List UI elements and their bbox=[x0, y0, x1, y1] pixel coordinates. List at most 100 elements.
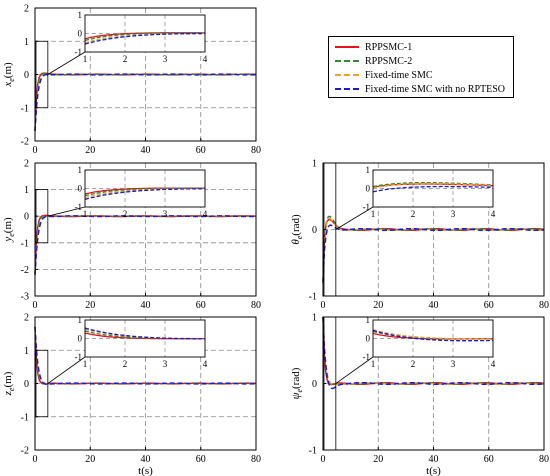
inset-y-tick-label: -1 bbox=[75, 352, 83, 362]
y-tick-label: -1 bbox=[21, 412, 29, 423]
legend-swatch bbox=[335, 46, 359, 48]
y-tick-label: -1 bbox=[21, 238, 29, 249]
x-tick-label: 20 bbox=[85, 145, 95, 156]
inset-x-tick-label: 4 bbox=[491, 359, 496, 369]
zoom-connector bbox=[335, 356, 374, 384]
inset-frame bbox=[372, 319, 494, 358]
inset-y-tick-label: -1 bbox=[75, 202, 83, 212]
x-tick-label: 40 bbox=[141, 454, 151, 465]
inset-frame bbox=[84, 169, 206, 208]
x-tick-label: 0 bbox=[321, 454, 326, 465]
inset-ze: 1 2 3 4 -1 0 1 bbox=[75, 315, 208, 369]
series-line bbox=[322, 215, 545, 283]
x-tick-label: 20 bbox=[373, 300, 383, 311]
x-tick-label: 80 bbox=[539, 300, 549, 311]
inset-x-tick-label: 4 bbox=[203, 209, 208, 219]
inset-x-tick-label: 3 bbox=[451, 209, 456, 219]
inset-x-tick-label: 2 bbox=[411, 359, 416, 369]
chart-ye: 0 20 40 60 80 -3 -2 -1 0 1 2 ye(m) 1 2 3 4 -1 0 1 bbox=[2, 159, 261, 312]
x-tick-label: 80 bbox=[251, 145, 261, 156]
inset-xe: 1 2 3 4 -1 0 1 bbox=[75, 10, 208, 64]
y-tick-label: 1 bbox=[24, 346, 29, 357]
y-tick-label: 1 bbox=[24, 185, 29, 196]
chart-theta: 0 20 40 60 80 -1 0 1 θe(rad) 1 2 3 4 -1 0 1 bbox=[290, 159, 549, 312]
y-tick-label: 0 bbox=[312, 225, 317, 236]
y-tick-label: 1 bbox=[24, 37, 29, 48]
inset-ye: 1 2 3 4 -1 0 1 bbox=[75, 165, 208, 219]
x-tick-label: 0 bbox=[33, 454, 38, 465]
inset-series-line bbox=[84, 187, 205, 197]
legend-swatch bbox=[335, 74, 359, 76]
y-tick-label: -1 bbox=[309, 292, 317, 303]
inset-series-line bbox=[84, 188, 205, 201]
inset-y-tick-label: -1 bbox=[75, 47, 83, 57]
y-tick-label: -2 bbox=[21, 265, 29, 276]
x-tick-label: 40 bbox=[141, 300, 151, 311]
legend-swatch bbox=[335, 88, 359, 90]
inset-x-tick-label: 4 bbox=[203, 54, 208, 64]
y-tick-label: -2 bbox=[21, 137, 29, 148]
y-tick-label: 1 bbox=[312, 159, 317, 170]
inset-y-tick-label: 0 bbox=[78, 29, 83, 39]
x-tick-label: 0 bbox=[33, 145, 38, 156]
inset-x-tick-label: 1 bbox=[83, 209, 88, 219]
x-axis-label: t(s) bbox=[138, 465, 153, 476]
legend: RPPSMC-1 RPPSMC-2 Fixed-time SMC Fixed-time… bbox=[328, 36, 514, 98]
x-tick-label: 0 bbox=[33, 300, 38, 311]
x-tick-label: 80 bbox=[251, 300, 261, 311]
x-tick-label: 60 bbox=[484, 454, 494, 465]
y-tick-label: -2 bbox=[21, 446, 29, 457]
legend-entry: RPPSMC-1 bbox=[329, 40, 513, 54]
y-axis-label: xe(m) bbox=[2, 62, 16, 88]
inset-y-tick-label: 0 bbox=[366, 184, 371, 194]
legend-label: Fixed-time SMC with no RPTESO bbox=[365, 83, 506, 95]
inset-x-tick-label: 1 bbox=[83, 54, 88, 64]
inset-series-line bbox=[372, 181, 494, 188]
chart-ze: 0 20 40 60 80 -2 -1 0 1 2 ze(m) t(s) 1 2 3 4 -1 0 1 bbox=[2, 313, 261, 476]
inset-series-line bbox=[372, 329, 493, 342]
y-axis-label: θe(rad) bbox=[290, 214, 304, 245]
inset-y-tick-label: 0 bbox=[78, 184, 83, 194]
y-axis-label: ψe(rad) bbox=[290, 367, 304, 399]
zoom-connector bbox=[335, 206, 374, 230]
series-line bbox=[34, 326, 256, 385]
inset-y-tick-label: 1 bbox=[366, 315, 371, 325]
x-tick-label: 40 bbox=[141, 145, 151, 156]
y-tick-label: 2 bbox=[24, 313, 29, 324]
inset-x-tick-label: 1 bbox=[371, 359, 376, 369]
series-line bbox=[34, 73, 256, 132]
chart-xe: 0 20 40 60 80 -2 -1 0 1 2 xe(m) 1 2 3 4 -1 0 1 bbox=[2, 4, 261, 157]
x-tick-label: 60 bbox=[484, 300, 494, 311]
inset-y-tick-label: 1 bbox=[78, 10, 83, 20]
inset-x-tick-label: 1 bbox=[83, 359, 88, 369]
x-tick-label: 60 bbox=[196, 145, 206, 156]
y-tick-label: 0 bbox=[312, 379, 317, 390]
zoom-box bbox=[35, 189, 49, 244]
legend-entry: Fixed-time SMC with no RPTESO bbox=[329, 82, 513, 96]
inset-series-line bbox=[84, 32, 205, 45]
inset-series-line bbox=[372, 185, 493, 193]
inset-x-tick-label: 4 bbox=[203, 359, 208, 369]
inset-x-tick-label: 2 bbox=[123, 359, 128, 369]
x-tick-label: 20 bbox=[373, 454, 383, 465]
x-tick-label: 60 bbox=[196, 300, 206, 311]
inset-series-line bbox=[84, 32, 205, 42]
y-tick-label: 0 bbox=[24, 70, 29, 81]
y-axis-label: ye(m) bbox=[2, 217, 16, 243]
inset-psi: 1 2 3 4 -1 0 1 bbox=[363, 315, 496, 369]
inset-frame bbox=[84, 319, 206, 358]
inset-x-tick-label: 3 bbox=[451, 359, 456, 369]
inset-y-tick-label: -1 bbox=[363, 352, 371, 362]
inset-x-tick-label: 2 bbox=[411, 209, 416, 219]
x-tick-label: 0 bbox=[321, 300, 326, 311]
y-tick-label: -1 bbox=[21, 103, 29, 114]
y-tick-label: 0 bbox=[24, 212, 29, 223]
x-axis-label: t(s) bbox=[426, 465, 441, 476]
inset-theta: 1 2 3 4 -1 0 1 bbox=[363, 165, 496, 219]
inset-x-tick-label: 3 bbox=[163, 54, 168, 64]
x-tick-label: 40 bbox=[429, 300, 439, 311]
zoom-connector bbox=[47, 206, 86, 217]
inset-y-tick-label: 1 bbox=[366, 165, 371, 175]
zoom-connector bbox=[47, 356, 86, 384]
